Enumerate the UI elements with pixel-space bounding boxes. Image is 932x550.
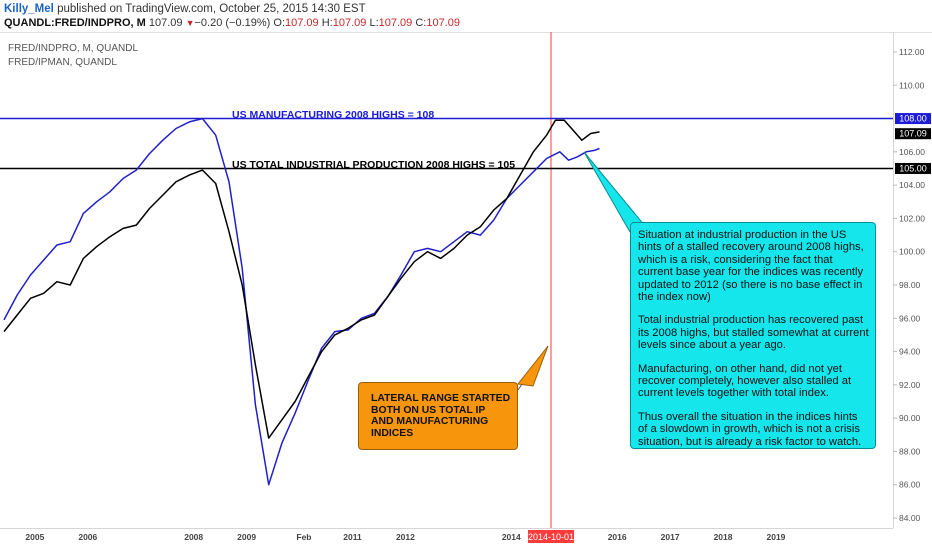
close-value: 107.09 [426, 17, 461, 29]
analysis-paragraph-2: Total industrial production has recovere… [638, 314, 869, 352]
open-label: O: [273, 17, 286, 29]
cursor-date-text: 2014-10-01 [528, 532, 574, 542]
y-tick-label: 92.00 [899, 380, 921, 390]
analysis-paragraph-3: Manufacturing, on other hand, did not ye… [638, 362, 852, 400]
publish-text: published on TradingView.com, October 25… [57, 3, 366, 15]
y-tick-label: 84.00 [899, 513, 921, 523]
lateral-line-2: BOTH ON US TOTAL IP [371, 404, 486, 416]
lateral-range-callout[interactable]: LATERAL RANGE STARTED BOTH ON US TOTAL I… [358, 382, 518, 450]
low-value: 107.09 [378, 17, 413, 29]
y-tick-label: 104.00 [899, 180, 925, 190]
y-tick-label: 96.00 [899, 313, 921, 323]
mfg-line-label: US MANUFACTURING 2008 HIGHS = 108 [232, 109, 434, 121]
high-label: H: [321, 17, 333, 29]
analysis-callout[interactable]: Situation at industrial production in th… [630, 222, 876, 449]
price-tag-mfg: 108.00 [895, 113, 931, 125]
analysis-paragraph-4: Thus overall the situation in the indice… [638, 410, 862, 448]
y-tick-label: 102.00 [899, 213, 925, 223]
y-tick-label: 110.00 [899, 80, 925, 90]
symbol-label[interactable]: QUANDL:FRED/INDPRO, M [4, 17, 146, 29]
x-tick-label: 2018 [714, 532, 733, 542]
x-tick-label: 2017 [661, 532, 680, 542]
price-tag-last-text: 107.09 [899, 129, 927, 139]
lateral-line-1: LATERAL RANGE STARTED [371, 393, 511, 404]
low-label: L: [369, 17, 379, 29]
ohlc-bar: QUANDL:FRED/INDPRO, M 107.09 ▼−0.20 (−0.… [4, 17, 460, 29]
lateral-line-3: AND MANUFACTURING [371, 416, 489, 428]
cursor-date-tag: 2014-10-01 [528, 530, 574, 543]
lateral-line-4: INDICES [371, 427, 414, 439]
price-tag-ip: 105.00 [895, 162, 931, 174]
price-tag-last: 107.09 [895, 128, 931, 140]
chart-header: Killy_Mel published on TradingView.com, … [0, 0, 932, 30]
x-tick-label: 2011 [343, 532, 362, 542]
close-label: C: [415, 17, 427, 29]
author-link[interactable]: Killy_Mel [4, 3, 54, 15]
x-tick-label: 2016 [608, 532, 627, 542]
price-tag-ip-text: 105.00 [899, 163, 927, 173]
indpro-series-line[interactable] [3, 119, 600, 439]
open-value: 107.09 [285, 17, 319, 29]
publish-info: Killy_Mel published on TradingView.com, … [4, 3, 366, 15]
y-tick-label: 94.00 [899, 347, 921, 357]
price-axis[interactable]: 84.00 86.00 88.00 90.00 92.00 94.00 96.00 98.00… [893, 47, 925, 523]
ip-line-label: US TOTAL INDUSTRIAL PRODUCTION 2008 HIGH… [232, 159, 515, 171]
x-tick-label: 2005 [25, 532, 44, 542]
legend-indpro[interactable]: FRED/INDPRO, M, QUANDL [8, 43, 138, 54]
last-value: 107.09 [148, 17, 183, 29]
y-tick-label: 106.00 [899, 147, 925, 157]
x-tick-label: 2006 [78, 532, 97, 542]
time-axis[interactable]: 2005 2006 2008 2009 Feb 2011 2012 2014 2016 2017 2… [25, 532, 785, 542]
lateral-box-tail [517, 345, 549, 387]
analysis-paragraph-1: Situation at industrial production in th… [638, 229, 864, 304]
y-tick-label: 100.00 [899, 247, 925, 257]
change-value: −0.20 (−0.19%) [194, 17, 271, 29]
x-tick-label: 2014 [502, 532, 521, 542]
price-tag-mfg-text: 108.00 [899, 114, 927, 124]
y-tick-label: 98.00 [899, 280, 921, 290]
x-tick-label: 2012 [396, 532, 415, 542]
y-tick-label: 88.00 [899, 446, 921, 456]
x-tick-label: 2008 [184, 532, 203, 542]
x-tick-label: 2019 [767, 532, 786, 542]
high-value: 107.09 [332, 17, 367, 29]
y-tick-label: 112.00 [899, 47, 925, 57]
x-tick-label: Feb [296, 532, 311, 542]
legend-ipman[interactable]: FRED/IPMAN, QUANDL [8, 57, 117, 68]
y-tick-label: 90.00 [899, 413, 921, 423]
down-arrow-icon: ▼ [185, 18, 195, 28]
x-tick-label: 2009 [237, 532, 256, 542]
y-tick-label: 86.00 [899, 480, 921, 490]
